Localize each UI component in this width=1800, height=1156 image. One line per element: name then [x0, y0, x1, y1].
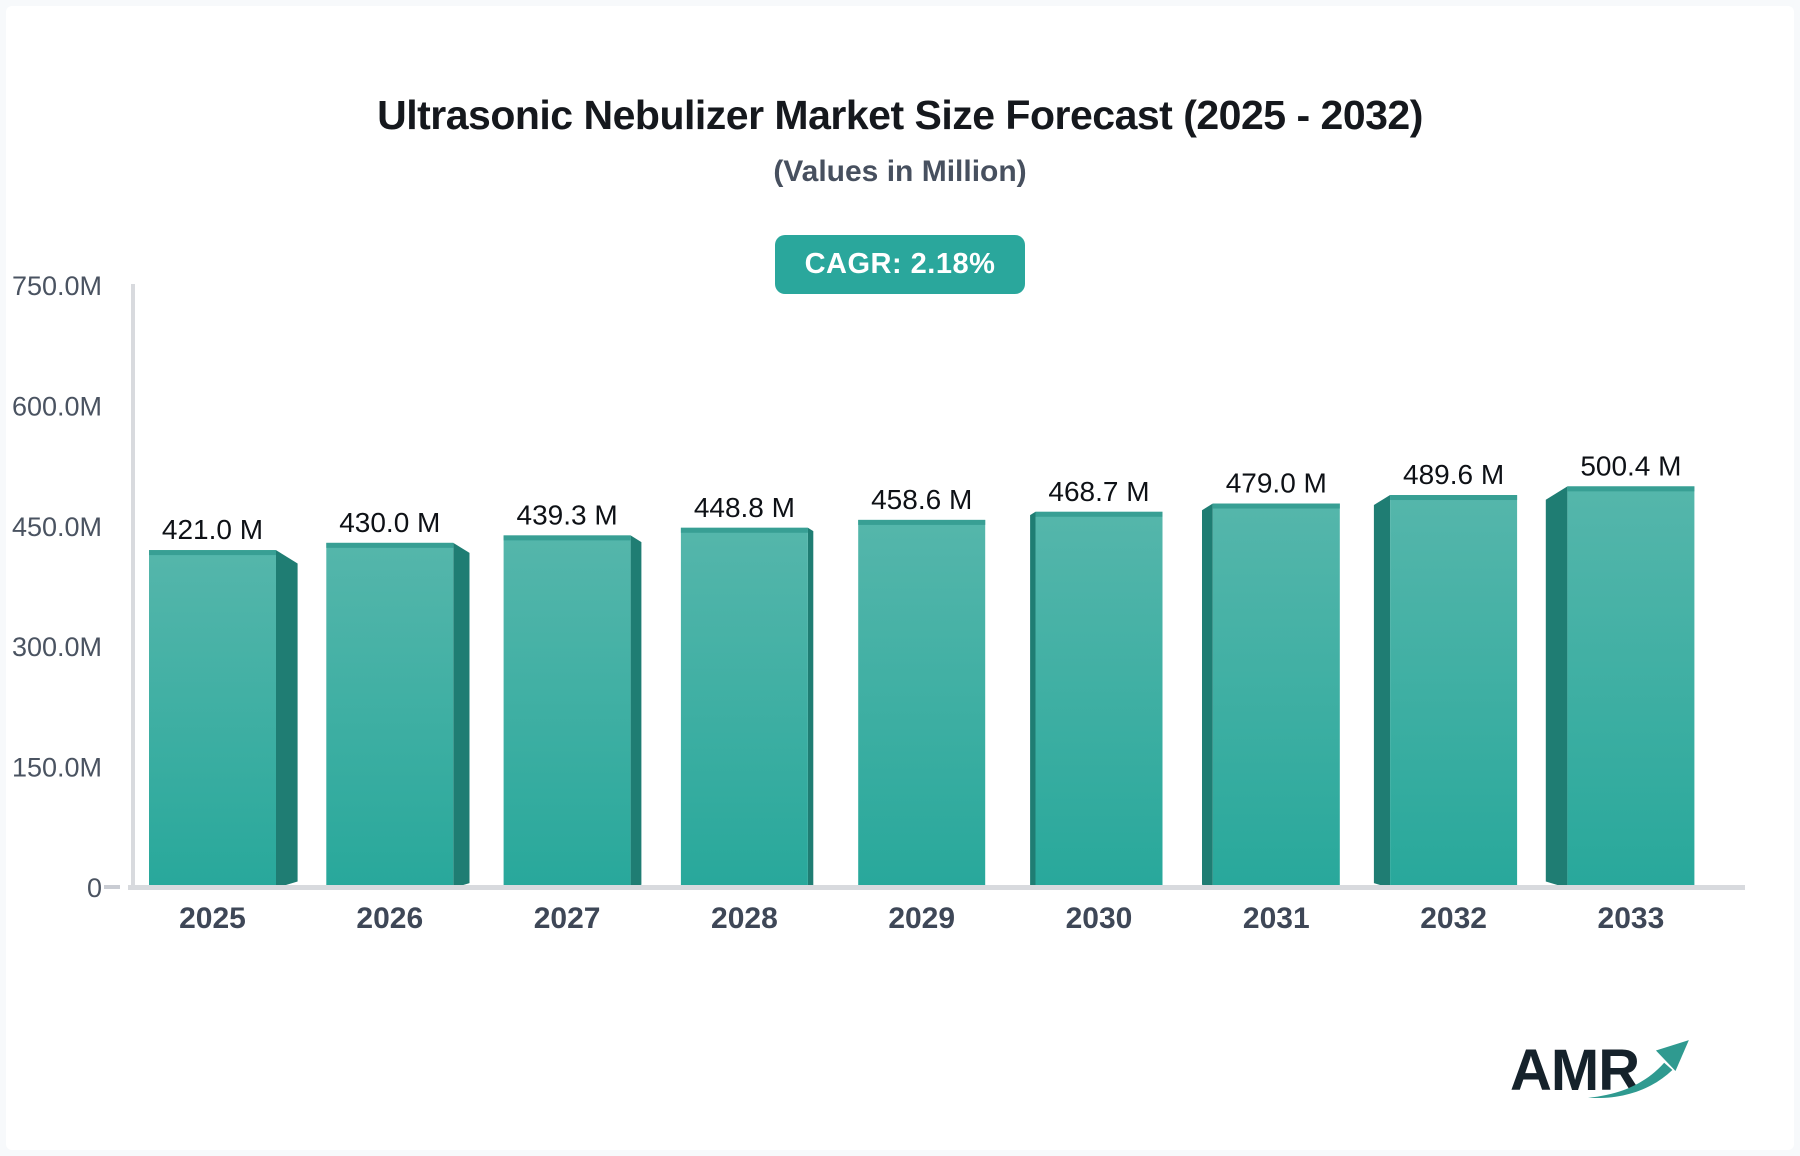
- bar-top-edge: [1035, 511, 1163, 517]
- bar-top-edge: [326, 542, 454, 548]
- bar-side-face: [1202, 503, 1213, 888]
- bar-value-label: 458.6 M: [871, 484, 972, 515]
- bar-top-edge: [680, 527, 808, 533]
- y-axis-label: 0: [87, 873, 102, 903]
- bar-front-face: [1567, 486, 1695, 888]
- bar-value-label: 500.4 M: [1580, 450, 1681, 481]
- y-axis-label: 150.0M: [12, 753, 102, 783]
- bar-top-edge: [503, 535, 631, 541]
- bar-front-face: [858, 519, 986, 888]
- x-axis-label: 2028: [711, 902, 778, 935]
- cagr-badge-row: CAGR: 2.18%: [0, 235, 1800, 294]
- bar-2027: 439.3 M 2027: [503, 499, 642, 935]
- bar-side-face: [1545, 486, 1568, 888]
- chart-subtitle: (Values in Million): [773, 155, 1027, 188]
- bar-top-edge: [1212, 503, 1340, 509]
- bar-value-label: 468.7 M: [1048, 476, 1149, 507]
- x-axis-label: 2030: [1066, 902, 1133, 935]
- bar-front-face: [503, 535, 631, 888]
- bar-side-face: [807, 527, 814, 888]
- x-axis-label: 2026: [356, 902, 423, 935]
- bar-front-face: [1035, 511, 1163, 888]
- bar-value-label: 421.0 M: [162, 514, 263, 545]
- bar-front-face: [149, 550, 276, 888]
- bar-front-face: [1212, 503, 1340, 888]
- bar-top-edge: [149, 550, 276, 556]
- bar-value-label: 479.0 M: [1226, 468, 1327, 499]
- bar-front-face: [1390, 495, 1518, 888]
- x-axis-label: 2032: [1420, 902, 1487, 935]
- bar-2030: 468.7 M 2030: [1030, 476, 1163, 935]
- bar-side-face: [1373, 495, 1391, 888]
- bar-2031: 479.0 M 2031: [1202, 468, 1340, 935]
- bar-2025: 421.0 M 2025: [149, 514, 298, 935]
- bar-2028: 448.8 M 2028: [680, 492, 814, 935]
- bar-value-label: 448.8 M: [694, 492, 795, 523]
- bar-side-face: [453, 542, 470, 888]
- bar-value-label: 489.6 M: [1403, 459, 1504, 490]
- bar-top-edge: [1567, 486, 1695, 492]
- x-axis-label: 2027: [534, 902, 601, 935]
- bar-value-label: 439.3 M: [517, 499, 618, 530]
- x-axis-label: 2029: [888, 902, 955, 935]
- bar-front-face: [326, 542, 454, 888]
- x-axis-label: 2031: [1243, 902, 1310, 935]
- bar-2026: 430.0 M 2026: [326, 507, 470, 935]
- bar-2032: 489.6 M 2032: [1373, 459, 1518, 935]
- bar-value-label: 430.0 M: [339, 507, 440, 538]
- bar-2033: 500.4 M 2033: [1545, 450, 1695, 935]
- y-axis-line: [131, 284, 135, 890]
- bar-front-face: [680, 527, 808, 888]
- y-axis-label: 600.0M: [12, 391, 102, 421]
- bar-top-edge: [1390, 495, 1518, 501]
- x-axis-line: [128, 885, 1745, 890]
- bar-side-face: [1030, 511, 1036, 888]
- y-axis-tick: [104, 885, 120, 889]
- amr-logo: AMR: [1510, 1038, 1710, 1106]
- chart-title: Ultrasonic Nebulizer Market Size Forecas…: [377, 92, 1423, 138]
- cagr-badge: CAGR: 2.18%: [774, 235, 1026, 294]
- bar-top-edge: [858, 519, 986, 525]
- y-axis-label: 450.0M: [12, 512, 102, 542]
- x-axis-label: 2033: [1598, 902, 1665, 935]
- amr-logo-arrow-icon: [1588, 1040, 1689, 1099]
- bar-side-face: [276, 550, 298, 888]
- y-axis-label: 750.0M: [12, 271, 102, 301]
- amr-logo-text: AMR: [1510, 1038, 1640, 1103]
- x-axis-label: 2025: [179, 902, 246, 935]
- y-axis-label: 300.0M: [12, 632, 102, 662]
- bar-side-face: [630, 535, 642, 888]
- bar-2029: 458.6 M 2029: [858, 484, 986, 935]
- chart-header: Ultrasonic Nebulizer Market Size Forecas…: [0, 92, 1800, 294]
